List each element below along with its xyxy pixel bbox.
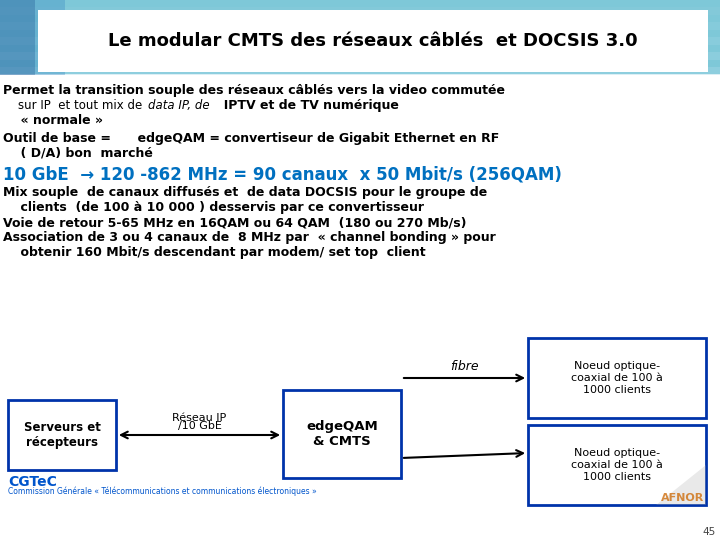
FancyBboxPatch shape [528, 425, 706, 505]
Text: clients  (de 100 à 10 000 ) desservis par ce convertisseur: clients (de 100 à 10 000 ) desservis par… [3, 201, 424, 214]
Text: sur IP  et tout mix de: sur IP et tout mix de [3, 99, 146, 112]
Text: 10 GbE  → 120 -862 MHz = 90 canaux  x 50 Mbit/s (256QAM): 10 GbE → 120 -862 MHz = 90 canaux x 50 M… [3, 165, 562, 183]
Text: AFNOR: AFNOR [661, 493, 704, 503]
Bar [0, 74, 720, 540]
Bar [0, 7, 720, 15]
Bar [0, 52, 720, 60]
Text: edgeQAM
& CMTS: edgeQAM & CMTS [306, 420, 378, 448]
Text: Le modular CMTS des réseaux câblés  et DOCSIS 3.0: Le modular CMTS des réseaux câblés et DO… [108, 32, 638, 50]
Text: Commission Générale « Télécommunications et communications électroniques »: Commission Générale « Télécommunications… [8, 487, 317, 496]
Text: Serveurs et
récepteurs: Serveurs et récepteurs [24, 421, 100, 449]
Bar [0, 0, 35, 75]
Text: IPTV et de TV numérique: IPTV et de TV numérique [215, 99, 399, 112]
Polygon shape [656, 465, 706, 505]
FancyBboxPatch shape [38, 10, 708, 72]
Text: CGTeC: CGTeC [8, 475, 57, 489]
Text: fibre: fibre [450, 360, 479, 373]
Text: Mix souple  de canaux diffusés et  de data DOCSIS pour le groupe de: Mix souple de canaux diffusés et de data… [3, 186, 487, 199]
Bar [0, 22, 720, 30]
Text: Voie de retour 5-65 MHz en 16QAM ou 64 QAM  (180 ou 270 Mb/s): Voie de retour 5-65 MHz en 16QAM ou 64 Q… [3, 216, 467, 229]
Text: Réseau IP: Réseau IP [172, 413, 227, 423]
Text: Noeud optique-
coaxial de 100 à
1000 clients: Noeud optique- coaxial de 100 à 1000 cli… [571, 448, 663, 482]
Text: obtenir 160 Mbit/s descendant par modem/ set top  client: obtenir 160 Mbit/s descendant par modem/… [3, 246, 426, 259]
Text: « normale »: « normale » [3, 114, 103, 127]
Bar [0, 37, 720, 45]
FancyBboxPatch shape [283, 390, 401, 478]
Text: edgeQAM = convertiseur de Gigabit Ethernet en RF: edgeQAM = convertiseur de Gigabit Ethern… [107, 132, 499, 145]
FancyBboxPatch shape [8, 400, 116, 470]
Text: 45: 45 [703, 527, 716, 537]
Text: Outil de base =: Outil de base = [3, 132, 115, 145]
Text: ( D/A) bon  marché: ( D/A) bon marché [3, 147, 153, 160]
Text: Permet la transition souple des réseaux câblés vers la video commutée: Permet la transition souple des réseaux … [3, 84, 505, 97]
Text: data IP, de: data IP, de [148, 99, 210, 112]
Text: /10 GbE: /10 GbE [178, 421, 222, 431]
FancyBboxPatch shape [528, 338, 706, 418]
Bar [0, 0, 720, 75]
Bar [0, 67, 720, 75]
Bar [35, 0, 65, 75]
Text: Association de 3 ou 4 canaux de  8 MHz par  « channel bonding » pour: Association de 3 ou 4 canaux de 8 MHz pa… [3, 231, 496, 244]
Text: Noeud optique-
coaxial de 100 à
1000 clients: Noeud optique- coaxial de 100 à 1000 cli… [571, 361, 663, 395]
